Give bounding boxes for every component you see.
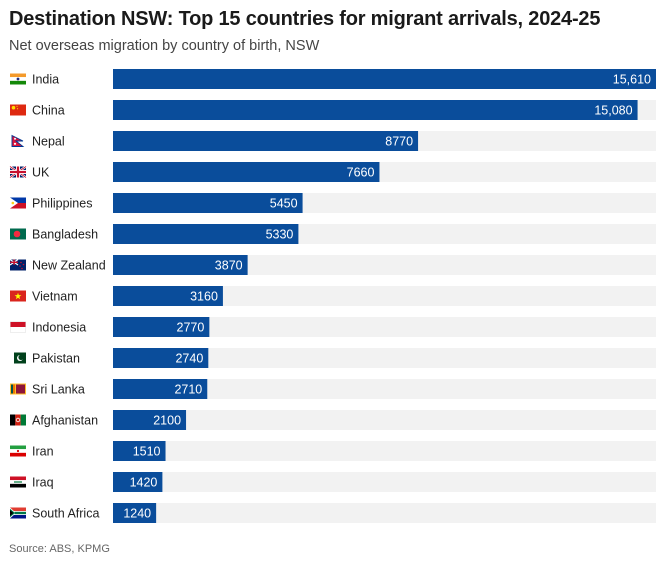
- chart-row: South Africa 1240: [10, 503, 656, 523]
- chart-row: Iran 1510: [10, 441, 656, 461]
- data-label: 15,610: [613, 73, 651, 87]
- chart-row: New Zealand 3870: [9, 255, 656, 275]
- category-label: Iran: [32, 445, 54, 459]
- chart-row: Nepal 8770: [11, 131, 656, 151]
- bar-track: [113, 441, 656, 461]
- chart-row: Philippines 5450: [10, 193, 656, 213]
- data-label: 1510: [133, 445, 161, 459]
- data-label: 7660: [347, 166, 375, 180]
- chart-row: Bangladesh 5330: [10, 224, 656, 244]
- bar-track: [113, 503, 656, 523]
- data-label: 5330: [266, 228, 294, 242]
- bar: [113, 224, 299, 244]
- bar: [113, 131, 419, 151]
- data-label: 3160: [190, 290, 218, 304]
- bangladesh-flag-icon: [10, 228, 26, 240]
- bar-track: [113, 255, 656, 275]
- india-flag-icon: [10, 73, 26, 85]
- category-label: Nepal: [32, 135, 65, 149]
- chart-row: Afghanistan 2100: [10, 410, 656, 430]
- bar: [113, 441, 166, 461]
- vietnam-flag-icon: [10, 290, 26, 302]
- bar: [113, 100, 638, 120]
- category-label: UK: [32, 166, 50, 180]
- category-label: New Zealand: [32, 259, 106, 273]
- iraq-flag-icon: [10, 476, 26, 488]
- data-label: 2740: [175, 352, 203, 366]
- category-label: Pakistan: [32, 352, 80, 366]
- category-label: Indonesia: [32, 321, 86, 335]
- data-label: 5450: [270, 197, 298, 211]
- uk-flag-icon: [9, 165, 27, 179]
- source-note: Source: ABS, KPMG: [9, 543, 110, 555]
- category-label: Iraq: [32, 476, 54, 490]
- new-zealand-flag-icon: [9, 259, 26, 271]
- chart-row: India 15,610: [10, 69, 656, 89]
- data-label: 8770: [385, 135, 413, 149]
- afghanistan-flag-icon: [10, 414, 26, 426]
- category-label: Afghanistan: [32, 414, 98, 428]
- sri-lanka-flag-icon: [10, 383, 26, 395]
- data-label: 2100: [153, 414, 181, 428]
- chart-row: Vietnam 3160: [10, 286, 656, 306]
- bar: [113, 503, 157, 523]
- chart-row: China 15,080: [10, 100, 656, 120]
- data-label: 1240: [123, 507, 151, 521]
- bar: [113, 255, 248, 275]
- philippines-flag-icon: [10, 197, 26, 209]
- bar-track: [113, 410, 656, 430]
- data-label: 3870: [215, 259, 243, 273]
- category-label: India: [32, 73, 59, 87]
- data-label: 15,080: [594, 104, 632, 118]
- category-label: Sri Lanka: [32, 383, 85, 397]
- bar-track: [113, 379, 656, 399]
- bar-track: [113, 348, 656, 368]
- bar: [113, 317, 210, 337]
- bar: [113, 410, 187, 430]
- category-label: South Africa: [32, 507, 99, 521]
- chart-subtitle: Net overseas migration by country of bir…: [9, 38, 320, 54]
- chart-row: Iraq 1420: [10, 472, 656, 492]
- nepal-flag-icon: [11, 134, 25, 147]
- iran-flag-icon: [10, 445, 26, 457]
- bar: [113, 69, 656, 89]
- bar: [113, 379, 208, 399]
- category-label: China: [32, 104, 65, 118]
- data-label: 1420: [130, 476, 158, 490]
- indonesia-flag-icon: [10, 321, 26, 333]
- chart-row: Indonesia 2770: [10, 317, 656, 337]
- chart-row: UK 7660: [9, 162, 656, 182]
- bar-track: [113, 472, 656, 492]
- chart-row: Sri Lanka 2710: [10, 379, 656, 399]
- category-label: Vietnam: [32, 290, 78, 304]
- chart-row: Pakistan 2740: [10, 348, 656, 368]
- data-label: 2770: [177, 321, 205, 335]
- data-label: 2710: [174, 383, 202, 397]
- category-label: Philippines: [32, 197, 92, 211]
- bar-track: [113, 317, 656, 337]
- bar: [113, 472, 163, 492]
- bar: [113, 286, 223, 306]
- bar: [113, 348, 209, 368]
- pakistan-flag-icon: [10, 352, 26, 364]
- bar-track: [113, 286, 656, 306]
- bar: [113, 162, 380, 182]
- chart-title: Destination NSW: Top 15 countries for mi…: [9, 8, 601, 30]
- china-flag-icon: [10, 104, 26, 116]
- south-africa-flag-icon: [10, 507, 26, 519]
- category-label: Bangladesh: [32, 228, 98, 242]
- bar: [113, 193, 303, 213]
